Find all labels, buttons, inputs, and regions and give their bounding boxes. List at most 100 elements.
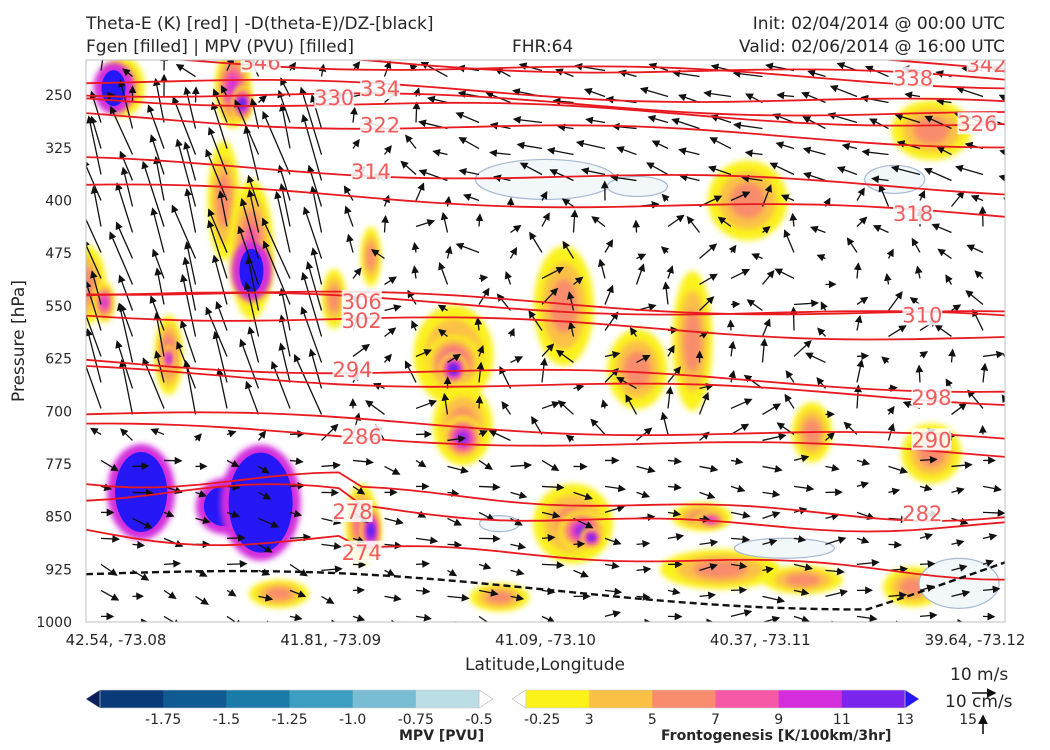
wind-vector xyxy=(872,225,889,234)
fgen-contour-fill xyxy=(239,248,264,293)
wind-vector xyxy=(310,94,323,129)
wind-vector xyxy=(761,184,772,207)
wind-vector xyxy=(616,146,637,156)
wind-vector xyxy=(163,510,175,518)
wind-vector xyxy=(1015,378,1017,389)
wind-vector xyxy=(541,483,565,492)
wind-vector xyxy=(352,138,360,149)
wind-vector xyxy=(783,229,795,253)
wind-vector xyxy=(948,348,956,363)
wind-vector xyxy=(541,343,555,357)
colorbar-tick-label: 13 xyxy=(896,712,914,728)
wind-vector xyxy=(671,117,700,130)
wind-vector xyxy=(217,190,228,227)
fgen-contour-fill xyxy=(167,355,171,362)
wind-vector xyxy=(570,209,579,233)
wind-vector xyxy=(501,401,512,415)
colorbar-cap xyxy=(511,689,527,709)
wind-vector xyxy=(665,386,674,409)
wind-vector xyxy=(151,248,165,279)
wind-vector xyxy=(384,517,404,526)
wind-vector xyxy=(510,461,533,470)
colorbar-swatch xyxy=(526,690,590,708)
wind-vector xyxy=(769,162,795,176)
wind-vector xyxy=(836,166,858,176)
y-tick-label: 400 xyxy=(45,194,72,210)
wind-vector xyxy=(886,405,895,415)
wind-vector xyxy=(980,362,989,383)
wind-vector xyxy=(604,239,614,253)
contour-label-bg xyxy=(911,386,952,409)
wind-vector xyxy=(258,491,272,500)
theta-e-contour xyxy=(175,60,1005,90)
wind-vector xyxy=(310,247,323,285)
wind-vector xyxy=(510,542,527,550)
wind-vector xyxy=(1015,544,1035,550)
wind-vector xyxy=(919,611,938,620)
theta-e-contour-label: 278 xyxy=(332,500,372,524)
theta-e-contour xyxy=(86,422,1005,458)
wind-vector xyxy=(475,213,484,227)
wind-vector xyxy=(258,465,270,474)
wind-vector xyxy=(762,465,783,473)
wind-vector xyxy=(132,462,150,470)
wind-vector xyxy=(289,533,312,542)
wind-vector xyxy=(730,485,746,493)
wind-vector xyxy=(774,268,795,280)
wind-vector xyxy=(207,126,228,175)
wind-vector xyxy=(809,225,826,234)
wind-vector xyxy=(802,146,826,156)
wind-vector xyxy=(531,416,543,435)
colorbar-swatch xyxy=(589,690,653,708)
wind-vector xyxy=(888,384,898,393)
wind-vector xyxy=(412,101,421,123)
colorbar-swatch xyxy=(415,690,480,708)
wind-vector xyxy=(183,141,197,181)
wind-vector xyxy=(415,560,430,568)
wind-vector xyxy=(919,560,936,568)
theta-e-contour xyxy=(86,97,1005,127)
wind-vector xyxy=(321,619,339,622)
contour-label-bg xyxy=(902,303,943,326)
y-tick-label: 700 xyxy=(45,404,72,420)
wind-vector xyxy=(730,586,748,594)
wind-vector xyxy=(212,330,228,383)
wind-vector xyxy=(163,615,181,622)
colorbar-frame xyxy=(525,689,906,709)
wind-vector xyxy=(965,290,984,305)
wind-vector xyxy=(258,95,268,104)
wind-vector xyxy=(549,169,574,182)
wind-vector xyxy=(510,356,524,364)
y-tick-label: 325 xyxy=(45,141,72,157)
wind-vector xyxy=(854,314,863,331)
title-line-1: Theta-E (K) [red] | -D(theta-E)/DZ-[blac… xyxy=(86,14,434,34)
theta-e-contour xyxy=(86,92,1005,117)
wind-vector xyxy=(478,274,489,283)
valid-time: Valid: 02/06/2014 @ 16:00 UTC xyxy=(739,37,1005,57)
wind-vector xyxy=(1015,300,1033,311)
wind-vector xyxy=(583,87,606,98)
wind-vector xyxy=(856,216,868,227)
wind-vector xyxy=(510,517,523,526)
wind-vector xyxy=(825,588,849,598)
forecast-hour: FHR:64 xyxy=(512,37,574,57)
wind-vector xyxy=(299,86,323,155)
wind-vector xyxy=(982,533,998,541)
colorbar-swatch xyxy=(715,690,780,708)
mpv-contour xyxy=(606,175,669,198)
wind-vector xyxy=(709,137,732,150)
theta-e-contour xyxy=(86,291,1005,317)
wind-vector xyxy=(153,155,165,201)
contour-label-bg xyxy=(957,112,998,135)
wind-vector xyxy=(762,595,786,604)
wind-vector xyxy=(546,147,574,156)
wind-vector xyxy=(935,97,952,106)
wind-vector xyxy=(590,418,606,435)
wind-vector xyxy=(636,539,651,548)
wind-vector xyxy=(86,364,102,409)
wind-vector xyxy=(132,488,154,497)
wind-vector xyxy=(762,565,774,574)
wind-vector xyxy=(636,565,652,574)
wind-vector xyxy=(793,340,812,357)
